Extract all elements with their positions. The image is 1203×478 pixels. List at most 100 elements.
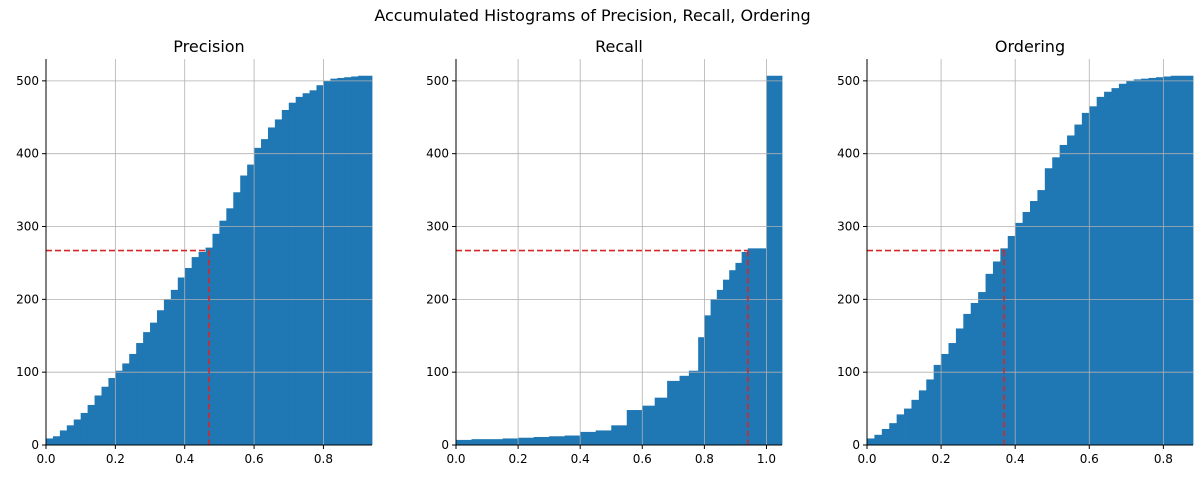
ordering-bar (1126, 80, 1135, 445)
recall-bar (654, 397, 668, 445)
ordering-xtick-label: 0.6 (1080, 452, 1099, 466)
subplot-precision: 0.0 0.2 0.4 0.6 0.8 0 100 200 300 400 500 Precision (16, 37, 373, 466)
recall-bar (735, 262, 743, 445)
recall-bar (766, 75, 783, 445)
recall-ytick-label: 300 (426, 220, 449, 234)
precision-bar (94, 395, 102, 445)
recall-xtick-label: 1.0 (757, 452, 776, 466)
precision-bar (150, 322, 158, 445)
recall-bar (667, 380, 680, 445)
ordering-bar (955, 328, 964, 445)
ordering-xtick-label: 0.0 (857, 452, 876, 466)
precision-bar (80, 412, 89, 445)
ordering-bar (1096, 96, 1105, 446)
recall-bar (747, 248, 755, 445)
ordering-bar (1155, 77, 1164, 446)
precision-ytick-label: 100 (16, 365, 39, 379)
ordering-xtick-label: 0.4 (1006, 452, 1025, 466)
precision-bar (59, 430, 68, 445)
ordering-bar (911, 399, 920, 445)
ordering-bar (992, 261, 1001, 445)
precision-bar (108, 378, 116, 445)
recall-bar (595, 430, 612, 445)
precision-bar (226, 208, 234, 445)
ordering-ytick-label: 200 (837, 292, 860, 306)
ordering-bar (985, 273, 994, 445)
ordering-bar (1170, 75, 1179, 445)
precision-bar (212, 233, 220, 445)
precision-bar (46, 438, 54, 445)
precision-bar (143, 332, 151, 445)
precision-bar (240, 175, 248, 445)
ordering-bar (963, 313, 972, 445)
ordering-bar (941, 353, 949, 445)
ordering-bar (1052, 157, 1061, 445)
precision-bar (52, 436, 61, 445)
ordering-bar (1089, 106, 1098, 445)
ordering-bar (1074, 124, 1083, 446)
precision-bar (101, 386, 109, 445)
ordering-bar (881, 428, 890, 445)
precision-bar (219, 220, 227, 445)
ordering-bar (1141, 78, 1149, 445)
precision-bar (122, 363, 130, 445)
precision-ytick-label: 300 (16, 220, 39, 234)
subplot-recall: 0.0 0.2 0.4 0.6 0.8 1.0 0 100 200 300 400 500 Recall (426, 37, 783, 466)
precision-bar (351, 76, 359, 445)
precision-title: Precision (173, 37, 244, 56)
precision-ytick-label: 0 (31, 438, 39, 452)
precision-bar (129, 353, 137, 445)
precision-xtick-label: 0.4 (175, 452, 194, 466)
recall-bar (760, 248, 767, 445)
precision-bar (261, 139, 269, 446)
ordering-bar (1015, 222, 1023, 445)
ordering-bar (1044, 168, 1053, 445)
recall-title: Recall (595, 37, 643, 56)
precision-bar (288, 102, 297, 445)
precision-bar (170, 289, 179, 445)
precision-bar (302, 93, 310, 445)
precision-bar (87, 404, 95, 445)
recall-bar (502, 438, 519, 445)
precision-bar (316, 85, 324, 445)
ordering-bar (1163, 76, 1172, 445)
ordering-bar (889, 423, 898, 445)
precision-xtick-label: 0.2 (106, 452, 125, 466)
ordering-ytick-label: 300 (837, 220, 860, 234)
precision-bar (309, 90, 317, 445)
ordering-bar (1000, 248, 1009, 445)
precision-xtick-label: 0.6 (245, 452, 264, 466)
precision-bar (274, 119, 283, 445)
precision-bar (267, 127, 276, 446)
precision-bar (254, 147, 262, 445)
recall-bar (456, 439, 472, 445)
recall-bar (729, 270, 736, 445)
ordering-ytick-label: 100 (837, 365, 860, 379)
ordering-bar (970, 302, 979, 445)
ordering-xtick-label: 0.8 (1154, 452, 1173, 466)
precision-xtick-label: 0.8 (314, 452, 333, 466)
ordering-bar (918, 390, 927, 445)
recall-bar (564, 435, 581, 445)
recall-bar (487, 439, 503, 445)
ordering-bar (904, 408, 912, 445)
ordering-xtick-label: 0.2 (932, 452, 951, 466)
recall-ytick-label: 100 (426, 365, 449, 379)
recall-bar (580, 431, 597, 445)
precision-bar (136, 343, 144, 445)
recall-xtick-label: 0.2 (509, 452, 528, 466)
precision-bar (323, 80, 331, 445)
recall-bar (679, 375, 690, 445)
precision-bar (337, 77, 345, 445)
ordering-bar (1148, 77, 1157, 445)
precision-bar (198, 252, 206, 445)
recall-bar (741, 252, 749, 445)
recall-bar (549, 436, 566, 445)
ordering-bar (1185, 75, 1194, 445)
recall-xtick-label: 0.0 (446, 452, 465, 466)
figure-suptitle: Accumulated Histograms of Precision, Rec… (374, 6, 811, 25)
ordering-bar (1133, 79, 1142, 445)
precision-bar (115, 370, 123, 445)
ordering-bar (1067, 135, 1075, 445)
precision-bar (281, 109, 290, 445)
